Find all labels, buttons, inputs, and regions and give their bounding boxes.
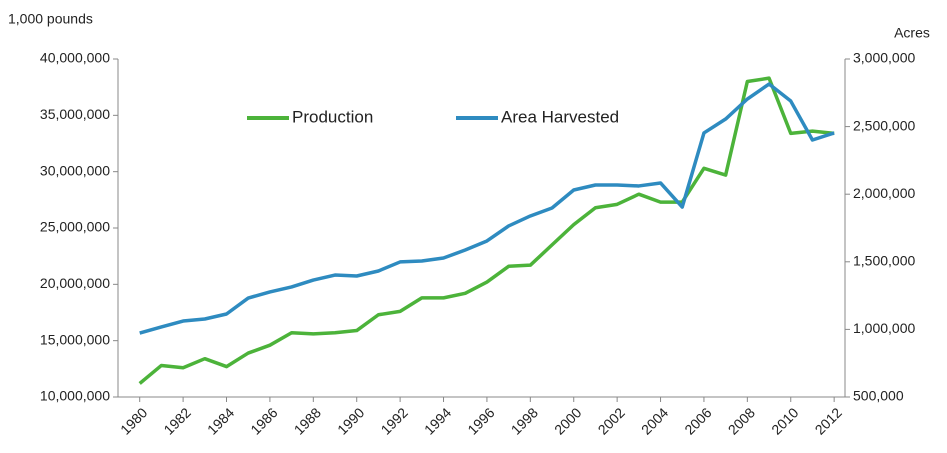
x-tick-label: 2006 bbox=[681, 404, 714, 437]
x-tick-label: 1982 bbox=[160, 404, 193, 437]
x-tick-label: 1988 bbox=[291, 404, 324, 437]
x-tick-label: 1984 bbox=[204, 404, 237, 437]
x-tick-label: 1994 bbox=[421, 404, 454, 437]
y2-tick-label: 1,500,000 bbox=[853, 253, 915, 269]
y2-tick-label: 1,000,000 bbox=[853, 320, 915, 336]
y-tick-label: 25,000,000 bbox=[40, 219, 110, 235]
y-tick-label: 15,000,000 bbox=[40, 331, 110, 347]
line-series bbox=[139, 82, 835, 335]
x-tick-label: 1996 bbox=[464, 404, 497, 437]
x-tick-label: 1980 bbox=[117, 404, 150, 437]
y-axis-label: 1,000 pounds bbox=[8, 11, 93, 27]
legend-label: Production bbox=[292, 107, 373, 126]
y2-axis-label: Acres bbox=[894, 25, 930, 41]
y2-tick-label: 2,500,000 bbox=[853, 117, 915, 133]
x-tick-label: 2012 bbox=[812, 404, 845, 437]
x-tick-label: 1992 bbox=[378, 404, 411, 437]
legend-label: Area Harvested bbox=[501, 107, 619, 126]
y2-tick-label: 500,000 bbox=[853, 388, 904, 404]
y2-tick-label: 2,000,000 bbox=[853, 185, 915, 201]
x-tick-label: 1986 bbox=[247, 404, 280, 437]
x-tick-label: 2010 bbox=[768, 404, 801, 437]
x-tick-label: 2002 bbox=[595, 404, 628, 437]
x-tick-label: 1990 bbox=[334, 404, 367, 437]
y-tick-label: 40,000,000 bbox=[40, 50, 110, 66]
y-tick-label: 10,000,000 bbox=[40, 388, 110, 404]
x-tick-label: 2000 bbox=[551, 404, 584, 437]
x-tick-label: 1998 bbox=[508, 404, 541, 437]
y-tick-label: 20,000,000 bbox=[40, 275, 110, 291]
x-tick-label: 2008 bbox=[725, 404, 758, 437]
y-tick-label: 35,000,000 bbox=[40, 106, 110, 122]
y-tick-label: 30,000,000 bbox=[40, 162, 110, 178]
y2-tick-label: 3,000,000 bbox=[853, 50, 915, 66]
line-series bbox=[138, 76, 835, 385]
x-tick-label: 2004 bbox=[638, 404, 671, 437]
